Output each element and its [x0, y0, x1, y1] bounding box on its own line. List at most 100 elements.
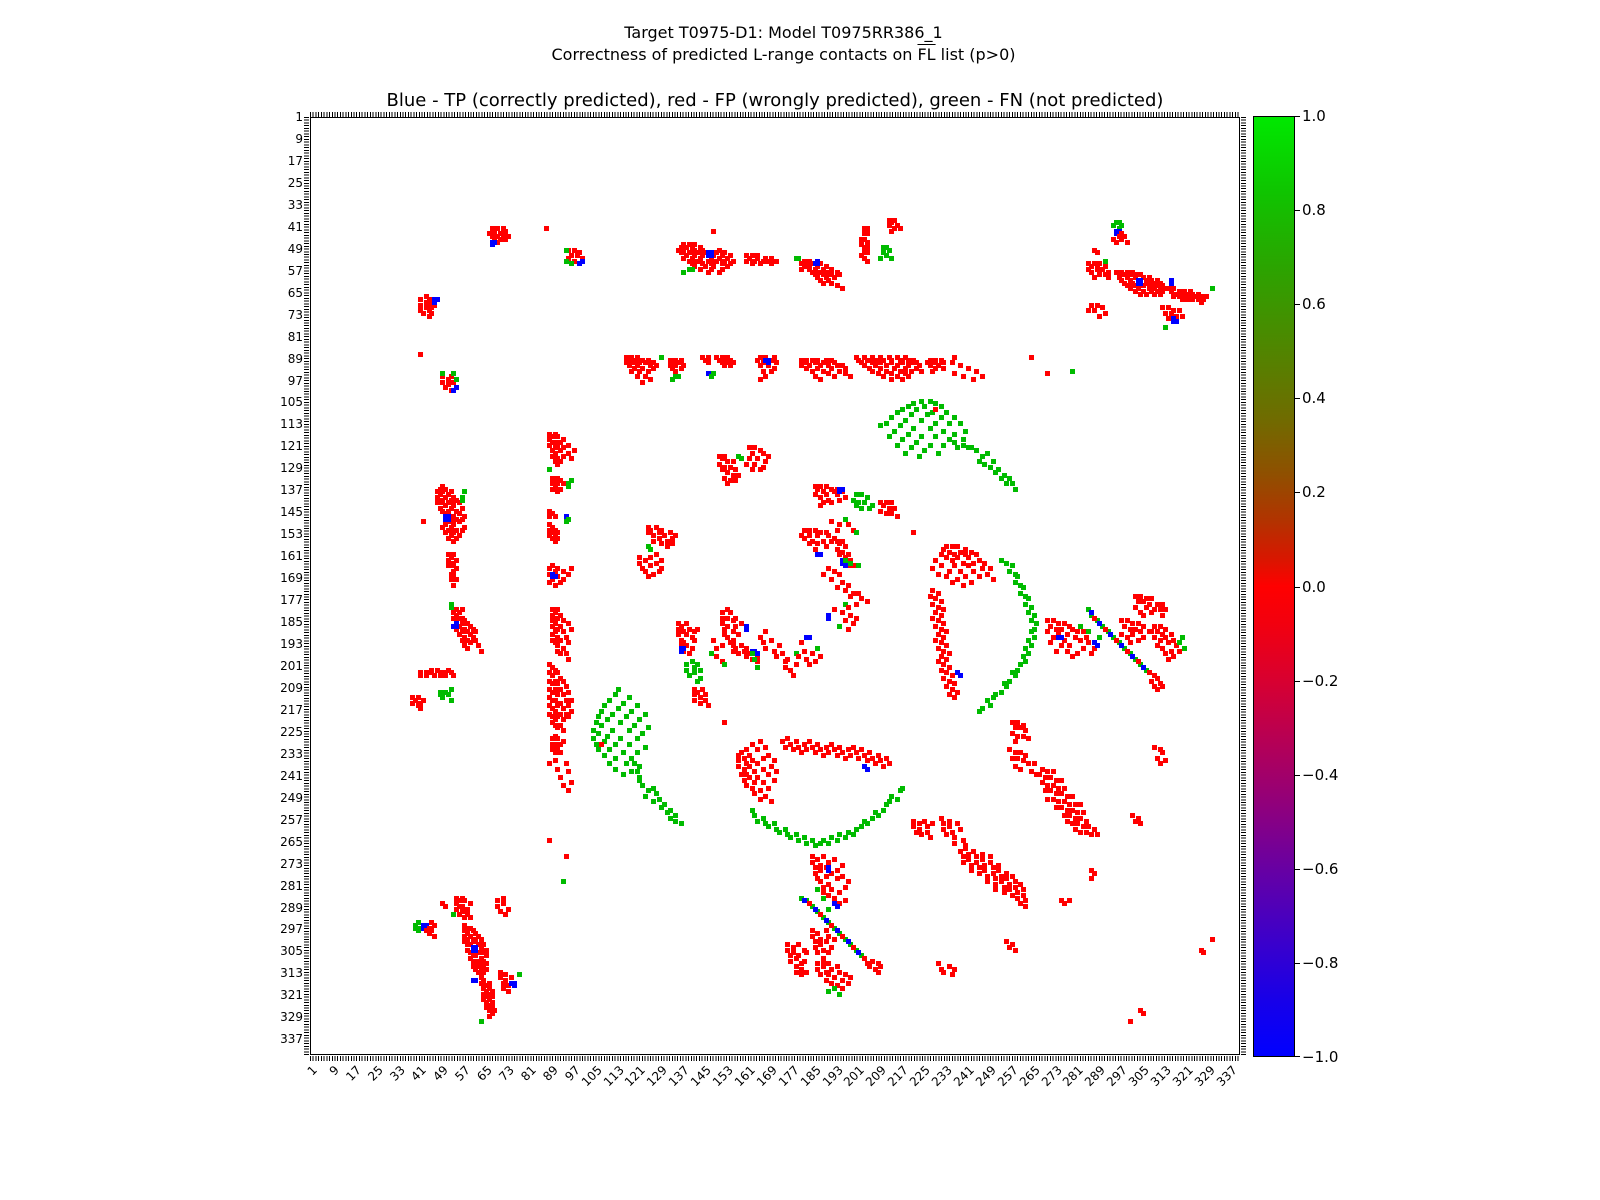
contact-point-fp — [1020, 722, 1026, 728]
contact-point-fp — [727, 640, 733, 646]
contact-point-fp — [1132, 283, 1138, 289]
contact-point-fp — [1119, 236, 1125, 242]
contact-point-fp — [883, 500, 889, 506]
contact-point-fp — [1012, 739, 1018, 745]
contact-point-fp — [894, 374, 900, 380]
contact-point-fp — [870, 360, 876, 366]
contact-point-fn — [590, 728, 596, 734]
contact-point-fp — [1094, 266, 1100, 272]
contact-point-fp — [807, 266, 813, 272]
contact-point-fp — [952, 840, 958, 846]
contact-point-fp — [475, 643, 481, 648]
contact-point-fp — [809, 928, 815, 934]
contact-point-fp — [560, 453, 566, 459]
contact-point-fn — [985, 697, 991, 703]
contact-point-fn — [788, 835, 794, 841]
contact-point-fp — [1028, 354, 1034, 360]
contact-point-fp — [1146, 275, 1152, 281]
contact-point-fp — [1168, 648, 1174, 654]
contact-point-fp — [489, 234, 495, 240]
contact-point-fp — [796, 744, 802, 750]
contact-point-fp — [919, 832, 925, 838]
contact-point-fp — [481, 986, 487, 992]
contact-point-fp — [831, 975, 837, 981]
contact-point-fp — [872, 363, 878, 369]
contact-point-fp — [837, 890, 843, 896]
contact-point-fp — [1045, 629, 1051, 635]
colorbar-tick — [1294, 492, 1300, 494]
contact-point-fp — [842, 494, 848, 500]
contact-point-fp — [1127, 626, 1133, 632]
contact-point-fp — [933, 596, 939, 602]
contact-point-fp — [788, 667, 794, 673]
contact-point-fp — [829, 486, 835, 492]
contact-point-fp — [1132, 593, 1138, 599]
contact-point-fp — [905, 363, 911, 369]
contact-point-fp — [733, 478, 739, 484]
contact-point-fp — [1160, 645, 1166, 651]
contact-point-fp — [757, 634, 763, 640]
colorbar-tick-label: −0.4 — [1302, 765, 1339, 784]
contact-point-fp — [1012, 884, 1018, 890]
contact-point-fp — [768, 255, 774, 261]
contact-point-fp — [834, 876, 840, 882]
contact-point-fp — [454, 566, 460, 572]
contact-point-fp — [864, 250, 870, 256]
contact-point-fp — [563, 711, 569, 717]
contact-point-fp — [834, 527, 840, 533]
contact-point-fp — [552, 640, 558, 646]
y-tick-label: 217 — [280, 702, 303, 717]
contact-point-fp — [500, 225, 506, 231]
contact-point-fp — [432, 922, 438, 928]
contact-point-fp — [1154, 601, 1160, 607]
contact-point-fp — [1157, 291, 1163, 297]
contact-point-fp — [454, 527, 460, 533]
contact-point-fn — [774, 826, 780, 832]
contact-point-fp — [456, 615, 462, 621]
contact-point-fn — [1086, 607, 1092, 613]
contact-point-fn — [1179, 634, 1185, 640]
contact-point-fp — [840, 549, 846, 555]
contact-point-fp — [974, 368, 980, 374]
contact-point-fp — [429, 928, 435, 934]
contact-point-fp — [744, 747, 750, 753]
contact-point-fp — [1009, 892, 1015, 898]
contact-point-fp — [979, 566, 985, 572]
contact-point-fp — [484, 994, 490, 1000]
contact-point-fp — [886, 505, 892, 511]
contact-point-fp — [492, 236, 498, 242]
contact-point-fp — [418, 302, 424, 308]
contact-point-fp — [911, 357, 917, 363]
contact-point-fp — [815, 275, 821, 281]
contact-point-tp — [826, 615, 832, 621]
contact-point-fp — [881, 503, 887, 509]
contact-point-fp — [555, 461, 561, 467]
contact-point-fp — [700, 247, 706, 253]
contact-point-fp — [1064, 793, 1070, 799]
contact-point-fp — [941, 365, 947, 371]
contact-point-fp — [478, 936, 484, 942]
contact-point-fp — [807, 533, 813, 539]
contact-point-fp — [566, 656, 572, 662]
contact-point-fp — [716, 453, 722, 459]
contact-point-fp — [971, 568, 977, 574]
contact-point-fp — [566, 442, 572, 448]
contact-point-fp — [552, 733, 558, 739]
contact-point-fp — [445, 563, 451, 569]
contact-point-fp — [560, 568, 566, 574]
contact-point-fp — [1124, 283, 1130, 289]
contact-point-fp — [555, 670, 561, 676]
contact-point-fp — [845, 563, 851, 569]
contact-point-fn — [894, 409, 900, 415]
figure-title: Target T0975-D1: Model T0975RR386_1 Corr… — [0, 22, 1567, 66]
contact-point-fn — [889, 255, 895, 261]
contact-point-fp — [766, 453, 772, 459]
contact-point-fn — [1026, 651, 1032, 657]
contact-point-fp — [799, 966, 804, 972]
contact-point-fp — [900, 360, 906, 366]
contact-point-fp — [503, 912, 509, 917]
contact-point-fp — [484, 988, 490, 994]
contact-point-tp — [443, 514, 449, 519]
contact-point-tp — [705, 371, 711, 377]
contact-point-fp — [1149, 678, 1155, 684]
